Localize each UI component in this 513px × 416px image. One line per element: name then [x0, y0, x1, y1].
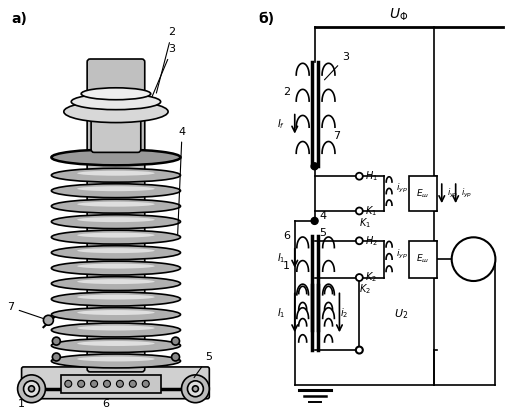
- Ellipse shape: [51, 215, 181, 229]
- Ellipse shape: [81, 88, 151, 100]
- Ellipse shape: [77, 326, 155, 330]
- Circle shape: [77, 380, 85, 387]
- Text: $H_1$: $H_1$: [365, 169, 378, 183]
- Circle shape: [171, 337, 180, 345]
- Text: $K_2$: $K_2$: [365, 271, 377, 285]
- Ellipse shape: [77, 341, 155, 346]
- Circle shape: [29, 386, 34, 392]
- Text: $i_{yp}$: $i_{yp}$: [447, 187, 458, 200]
- Text: $H_2$: $H_2$: [365, 234, 378, 248]
- Circle shape: [182, 375, 209, 403]
- Text: $i_{yp}$: $i_{yp}$: [396, 248, 408, 261]
- Text: $i_{yp}$: $i_{yp}$: [396, 182, 408, 195]
- Text: 5: 5: [194, 352, 212, 378]
- Bar: [62, 375, 161, 393]
- Text: PV: PV: [465, 254, 482, 264]
- Text: 2: 2: [156, 27, 176, 93]
- FancyBboxPatch shape: [91, 115, 141, 152]
- Ellipse shape: [77, 279, 155, 284]
- Circle shape: [192, 386, 199, 392]
- Text: б): б): [258, 12, 274, 26]
- Text: $I_f$: $I_f$: [277, 117, 285, 131]
- Ellipse shape: [71, 94, 161, 110]
- Ellipse shape: [77, 295, 155, 300]
- Ellipse shape: [77, 264, 155, 269]
- Text: 4: 4: [319, 211, 326, 221]
- Text: 3: 3: [324, 52, 349, 80]
- Ellipse shape: [51, 199, 181, 213]
- Circle shape: [356, 274, 363, 281]
- FancyBboxPatch shape: [87, 59, 145, 372]
- Ellipse shape: [51, 230, 181, 244]
- Ellipse shape: [51, 292, 181, 306]
- Circle shape: [142, 380, 149, 387]
- Bar: [409, 176, 437, 211]
- Circle shape: [451, 237, 496, 281]
- Ellipse shape: [51, 149, 181, 165]
- Ellipse shape: [51, 184, 181, 198]
- Circle shape: [129, 380, 136, 387]
- Text: 5: 5: [319, 228, 326, 238]
- Circle shape: [52, 337, 61, 345]
- Ellipse shape: [51, 261, 181, 275]
- Text: 6: 6: [283, 231, 290, 241]
- Circle shape: [356, 208, 363, 215]
- Text: $i_2$: $i_2$: [340, 306, 348, 319]
- Ellipse shape: [51, 339, 181, 352]
- Circle shape: [24, 381, 40, 397]
- Text: 6: 6: [103, 399, 109, 409]
- Text: $I_1$: $I_1$: [277, 306, 285, 319]
- Circle shape: [356, 173, 363, 180]
- Circle shape: [52, 353, 61, 361]
- Bar: [409, 241, 437, 277]
- Text: а): а): [12, 12, 28, 26]
- Circle shape: [44, 315, 53, 325]
- Text: 7: 7: [333, 131, 340, 141]
- Ellipse shape: [51, 246, 181, 260]
- Circle shape: [311, 163, 318, 170]
- Ellipse shape: [51, 277, 181, 290]
- Circle shape: [311, 218, 318, 224]
- Circle shape: [356, 237, 363, 244]
- Circle shape: [91, 380, 97, 387]
- Ellipse shape: [51, 168, 181, 182]
- Circle shape: [116, 380, 124, 387]
- Ellipse shape: [77, 186, 155, 191]
- Text: 3: 3: [147, 44, 175, 109]
- FancyBboxPatch shape: [22, 367, 209, 399]
- Text: $K_1$: $K_1$: [365, 204, 377, 218]
- Ellipse shape: [77, 310, 155, 315]
- Text: $U_\Phi$: $U_\Phi$: [389, 7, 409, 23]
- Ellipse shape: [77, 202, 155, 207]
- Ellipse shape: [77, 248, 155, 253]
- Text: $U_2$: $U_2$: [394, 307, 409, 321]
- Ellipse shape: [77, 217, 155, 222]
- Ellipse shape: [77, 171, 155, 176]
- Circle shape: [171, 353, 180, 361]
- Circle shape: [187, 381, 203, 397]
- Text: 2: 2: [283, 87, 290, 97]
- Text: 1: 1: [283, 260, 290, 271]
- Ellipse shape: [64, 101, 168, 123]
- Text: $I_1$: $I_1$: [277, 251, 285, 265]
- Ellipse shape: [51, 323, 181, 337]
- Text: $K_1$: $K_1$: [359, 216, 371, 230]
- Ellipse shape: [51, 307, 181, 322]
- Text: $K_2$: $K_2$: [359, 282, 371, 296]
- Circle shape: [104, 380, 110, 387]
- Text: 7: 7: [7, 302, 46, 319]
- Circle shape: [65, 380, 72, 387]
- Text: $i_{yp}$: $i_{yp}$: [461, 187, 472, 200]
- Text: 1: 1: [18, 399, 25, 409]
- Circle shape: [17, 375, 46, 403]
- Ellipse shape: [77, 357, 155, 362]
- Text: $E_ш$: $E_ш$: [416, 187, 429, 200]
- Ellipse shape: [77, 233, 155, 238]
- Circle shape: [356, 347, 363, 354]
- Ellipse shape: [51, 354, 181, 368]
- Text: $E_ш$: $E_ш$: [416, 253, 429, 265]
- Text: 4: 4: [177, 126, 186, 234]
